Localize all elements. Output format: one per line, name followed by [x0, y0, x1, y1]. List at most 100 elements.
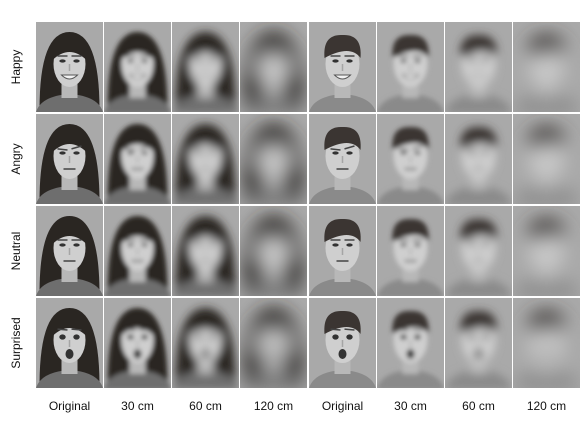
eye — [414, 243, 421, 247]
face — [309, 34, 376, 112]
eye — [400, 59, 407, 63]
face-image — [445, 114, 512, 204]
shoulders — [513, 94, 580, 112]
shoulders — [445, 278, 512, 296]
eye — [209, 59, 216, 63]
eye — [59, 59, 66, 63]
face-image — [309, 206, 376, 296]
row-label: Neutral — [9, 232, 23, 271]
eyebrow — [139, 328, 150, 331]
shoulders — [513, 278, 580, 296]
eye — [73, 59, 80, 63]
face — [36, 124, 103, 204]
face — [513, 126, 580, 204]
eye — [209, 151, 216, 155]
row-label: Angry — [9, 143, 23, 174]
face — [240, 124, 307, 204]
column-label: 60 cm — [462, 399, 495, 413]
face — [377, 34, 444, 112]
hair — [392, 34, 429, 58]
face — [309, 310, 376, 388]
bangs — [120, 39, 155, 60]
shoulders — [309, 370, 376, 388]
bangs — [188, 315, 223, 336]
shoulders — [240, 370, 307, 388]
eyebrow — [275, 328, 286, 331]
eye — [400, 151, 407, 155]
mouth — [333, 74, 352, 80]
eye — [346, 243, 353, 247]
face-image — [377, 298, 444, 388]
eyebrow — [480, 328, 491, 331]
face-image — [513, 206, 580, 296]
eye — [346, 151, 353, 155]
bangs — [188, 131, 223, 152]
eye — [550, 334, 557, 340]
mouth — [201, 349, 210, 359]
bangs — [188, 39, 223, 60]
eye — [550, 151, 557, 155]
hair — [528, 34, 565, 58]
mouth — [401, 74, 420, 80]
hair — [392, 310, 429, 334]
face-image — [172, 206, 239, 296]
eyebrow — [344, 328, 355, 331]
shoulders — [240, 94, 307, 112]
face-image — [36, 114, 103, 204]
eye — [468, 243, 475, 247]
bangs — [52, 315, 87, 336]
eyebrow — [412, 145, 423, 150]
row-label: Surprised — [9, 317, 23, 368]
eye — [468, 59, 475, 63]
eye — [263, 59, 270, 63]
shoulders — [377, 94, 444, 112]
face-image — [377, 206, 444, 296]
mouth — [269, 349, 278, 359]
hair — [528, 218, 565, 242]
face — [104, 216, 171, 296]
face-image — [445, 22, 512, 112]
face — [172, 308, 239, 388]
face — [36, 308, 103, 388]
shoulders — [240, 186, 307, 204]
eyebrow — [71, 328, 82, 331]
face — [377, 126, 444, 204]
face-image — [513, 22, 580, 112]
bangs — [120, 131, 155, 152]
face — [240, 216, 307, 296]
shoulders — [36, 94, 103, 112]
face — [445, 34, 512, 112]
eyebrow — [207, 328, 218, 331]
hair — [324, 310, 361, 334]
eye — [346, 59, 353, 63]
face — [36, 32, 103, 112]
eye — [195, 334, 202, 340]
shoulders — [445, 94, 512, 112]
eye — [277, 334, 284, 340]
eyebrow — [398, 328, 409, 331]
bangs — [52, 223, 87, 244]
column-label: 120 cm — [527, 399, 566, 413]
mouth — [474, 349, 483, 359]
eye — [73, 151, 80, 155]
face-image — [445, 298, 512, 388]
eye — [332, 151, 339, 155]
eye — [127, 243, 134, 247]
face — [172, 32, 239, 112]
eyebrow — [207, 145, 218, 150]
bangs — [120, 223, 155, 244]
eye — [332, 334, 339, 340]
eye — [536, 334, 543, 340]
column-label: 60 cm — [189, 399, 222, 413]
eye — [536, 151, 543, 155]
eye — [277, 151, 284, 155]
shoulders — [309, 94, 376, 112]
eye — [400, 334, 407, 340]
mouth — [65, 349, 74, 359]
face — [36, 216, 103, 296]
hair — [392, 218, 429, 242]
eye — [59, 243, 66, 247]
mouth — [196, 74, 215, 80]
eyebrow — [261, 148, 272, 151]
